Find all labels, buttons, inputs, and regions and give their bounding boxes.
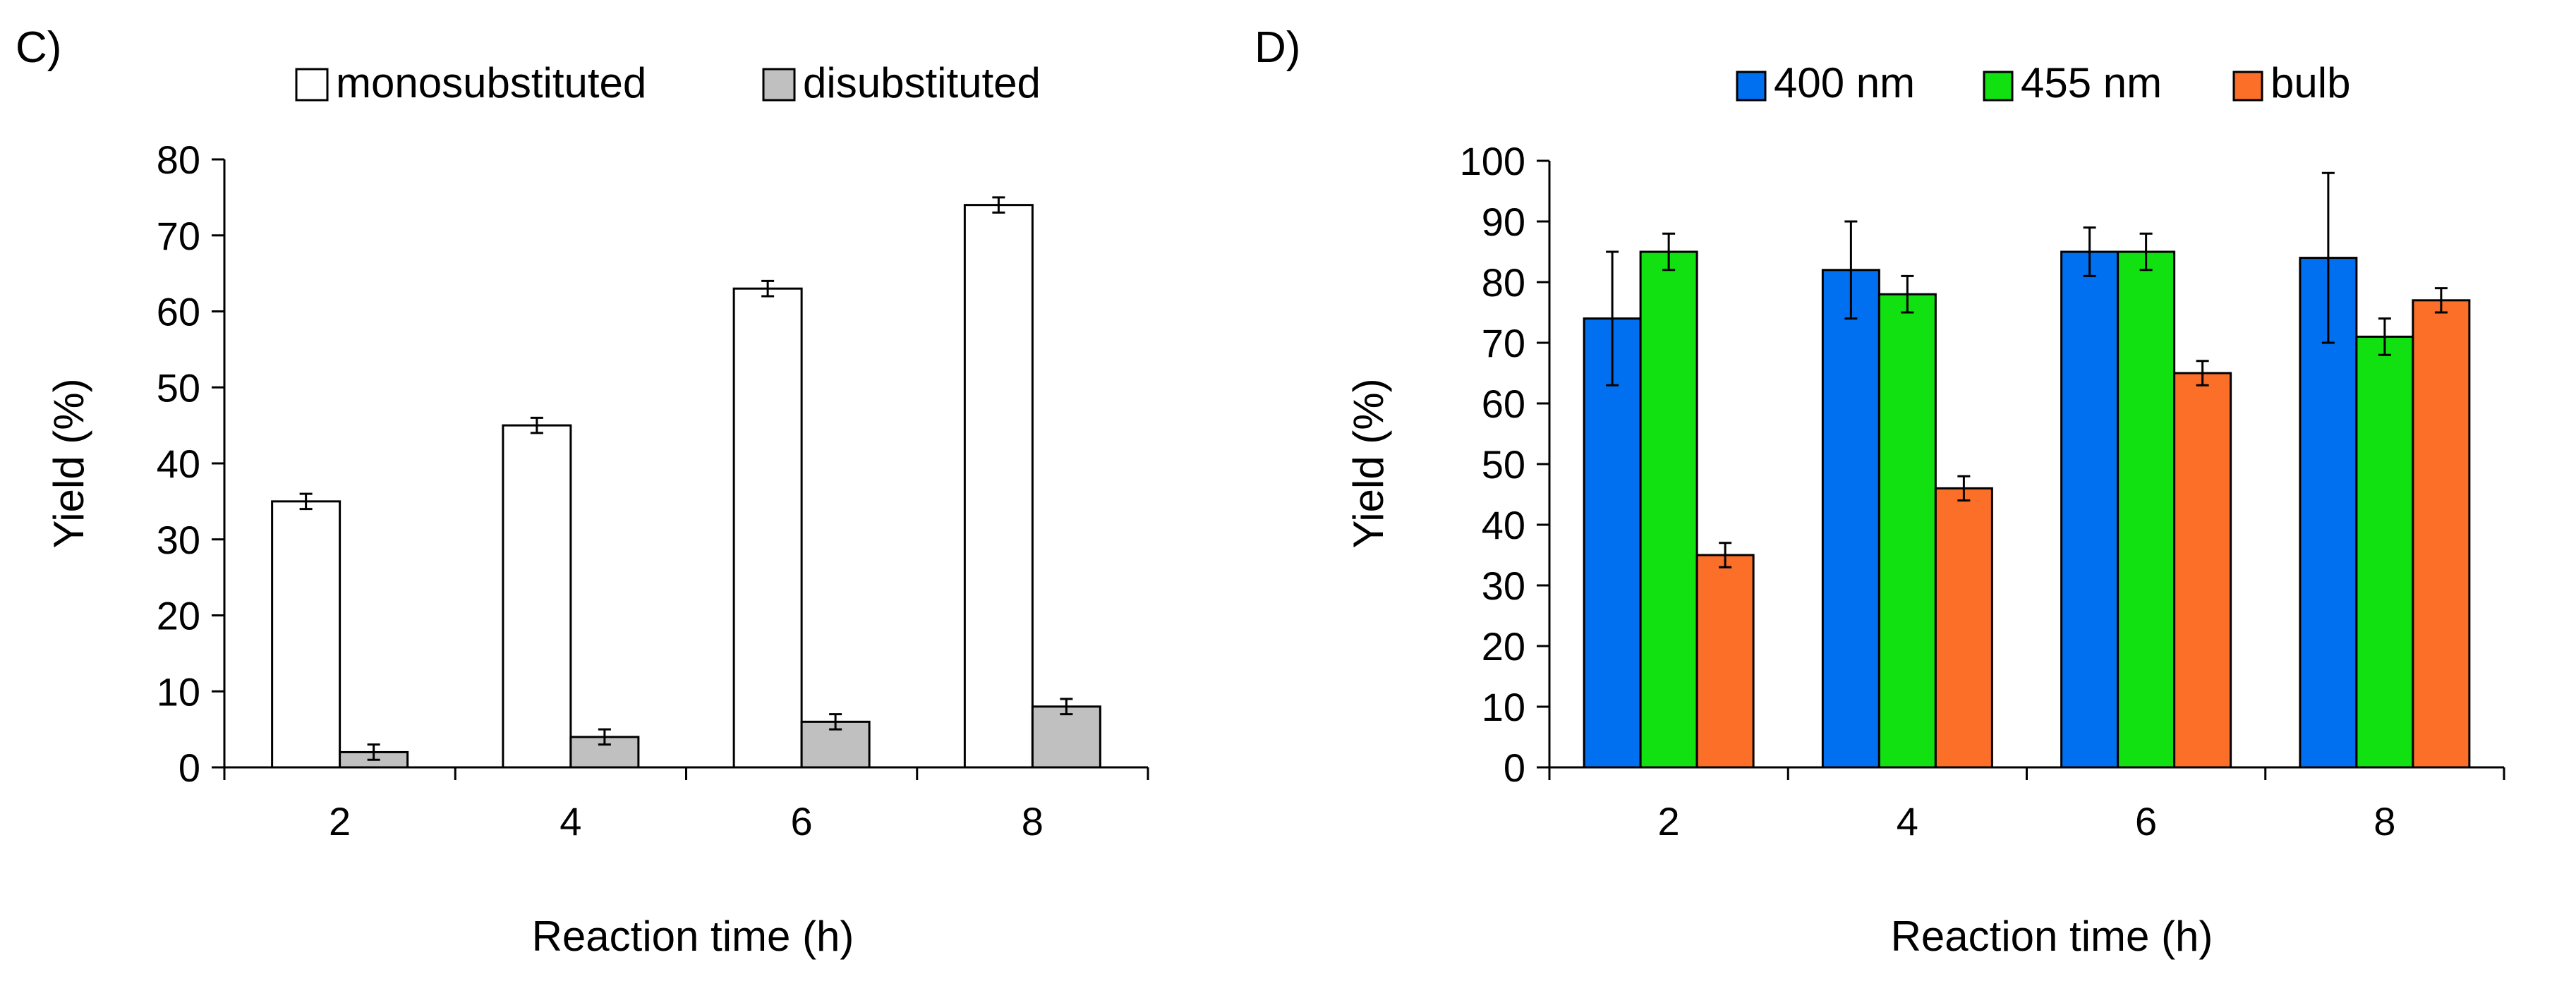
bar-400-nm: [1583, 317, 1642, 769]
y-tick-label: 10: [1482, 685, 1525, 729]
bar-monosubstituted: [271, 500, 341, 769]
y-tick-label: 50: [1482, 442, 1525, 487]
y-tick-label: 40: [157, 442, 200, 486]
chart-panel-d: D) 0 10 20 30 40 50 60 70 80 90 100 2 4 6 8 Reaction tim…: [1254, 23, 2505, 960]
bar-monosubstituted: [732, 287, 803, 769]
legend-swatch-455-nm: [1983, 71, 2014, 102]
legend-label-400-nm: 400 nm: [1774, 59, 1915, 106]
x-tick-label: 4: [560, 799, 581, 844]
bar-bulb: [1934, 487, 1993, 769]
legend-label-bulb: bulb: [2270, 59, 2350, 106]
y-axis-title: Yield (%): [45, 378, 92, 548]
bar-disubstituted: [1031, 705, 1101, 769]
bar-455-nm: [1639, 250, 1698, 769]
y-tick-label: 0: [1504, 745, 1525, 790]
y-tick-label: 50: [157, 365, 200, 410]
y-tick-label: 100: [1460, 139, 1525, 183]
x-tick-label: 8: [2374, 799, 2395, 844]
x-tick-label: 6: [2135, 799, 2157, 844]
legend-swatch-400-nm: [1736, 71, 1767, 102]
panel-label: C): [16, 23, 61, 72]
y-axis-title: Yield (%): [1345, 378, 1392, 548]
y-tick-label: 80: [157, 138, 200, 182]
y-tick-label: 60: [1482, 382, 1525, 426]
y-tick-label: 30: [1482, 564, 1525, 608]
chart-panel-c: C) 0 10 20 30 40 50 60 70 80 2 4 6 8 Reaction time (h)…: [16, 23, 1149, 960]
y-tick-label: 70: [157, 214, 200, 258]
bar-bulb: [2412, 299, 2471, 769]
x-tick-label: 2: [1658, 799, 1680, 844]
x-axis-title: Reaction time (h): [1891, 913, 2213, 960]
x-tick-label: 4: [1897, 799, 1918, 844]
x-axis-title: Reaction time (h): [532, 913, 854, 960]
legend-label-disubstituted: disubstituted: [803, 59, 1041, 106]
legend-label-455-nm: 455 nm: [2021, 59, 2162, 106]
bar-400-nm: [1821, 269, 1880, 769]
bar-bulb: [1695, 554, 1755, 769]
y-tick-label: 60: [157, 290, 200, 334]
x-tick-label: 8: [1022, 799, 1044, 844]
legend-label-monosubstituted: monosubstituted: [336, 59, 646, 106]
legend: 400 nm 455 nm bulb: [1736, 59, 2350, 106]
y-tick-label: 40: [1482, 503, 1525, 547]
x-tick-label: 2: [329, 799, 351, 844]
y-tick-label: 70: [1482, 321, 1525, 365]
bar-455-nm: [2117, 250, 2176, 769]
legend-swatch-disubstituted: [762, 68, 796, 102]
panel-label: D): [1254, 23, 1300, 72]
legend-swatch-bulb: [2232, 71, 2263, 102]
bar-monosubstituted: [963, 204, 1034, 769]
y-tick-label: 80: [1482, 260, 1525, 305]
bar-monosubstituted: [502, 424, 572, 769]
y-tick-label: 30: [157, 518, 200, 562]
bar-400-nm: [2060, 250, 2120, 769]
bar-455-nm: [1877, 293, 1937, 769]
y-tick-label: 10: [157, 669, 200, 714]
y-tick-label: 20: [1482, 624, 1525, 669]
legend: monosubstituted disubstituted: [295, 59, 1041, 106]
bar-455-nm: [2355, 335, 2414, 769]
y-tick-label: 20: [157, 594, 200, 638]
y-tick-label: 90: [1482, 200, 1525, 244]
y-tick-label: 0: [179, 745, 200, 790]
x-tick-label: 6: [791, 799, 813, 844]
bar-bulb: [2173, 372, 2232, 769]
legend-swatch-monosubstituted: [295, 68, 329, 102]
